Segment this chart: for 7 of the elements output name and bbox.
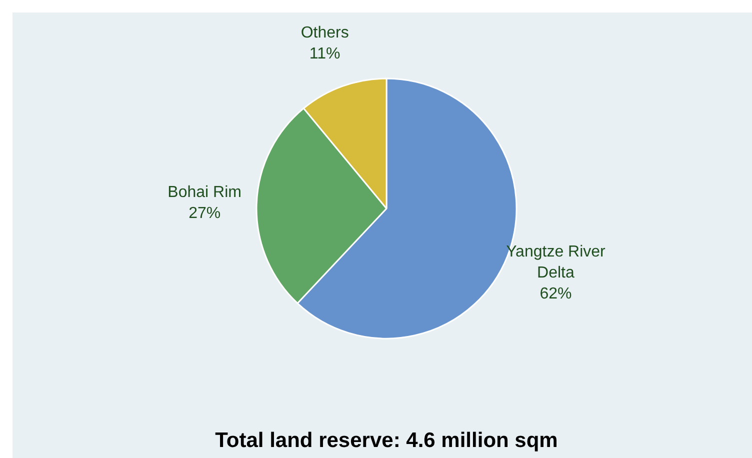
text: Total land reserve: 4.6 million sqm (215, 429, 558, 452)
data-label: 11% (309, 45, 340, 62)
data-label: 27% (188, 204, 221, 222)
data-label: 62% (540, 286, 572, 303)
slice-label: Others (300, 24, 349, 42)
slice-label: Yangtze River Delta (506, 244, 606, 282)
slice-label: Bohai Rim (168, 184, 242, 201)
